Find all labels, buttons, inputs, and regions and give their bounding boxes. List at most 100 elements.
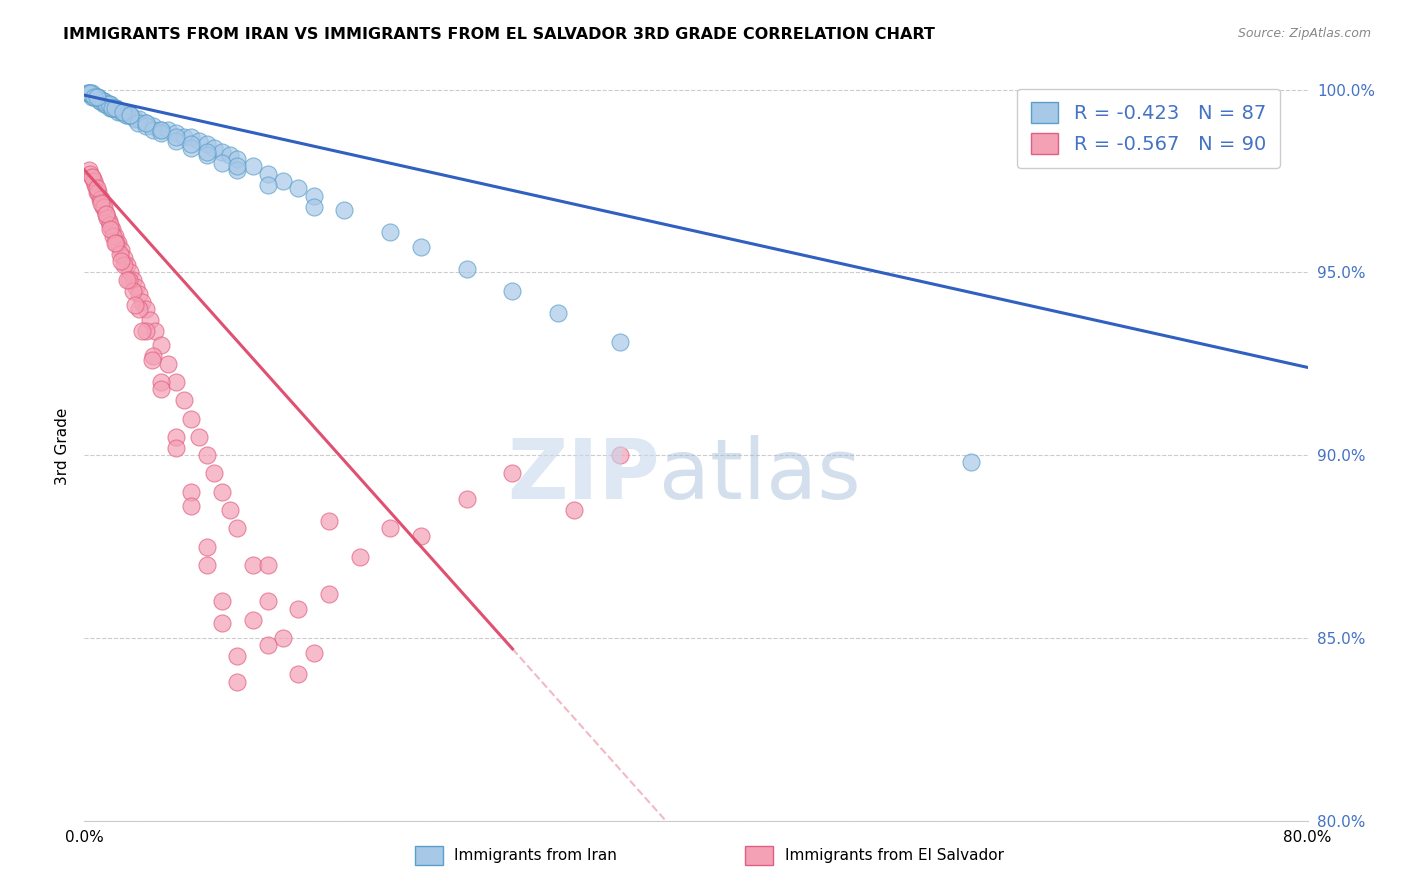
Point bbox=[122, 284, 145, 298]
Point bbox=[333, 203, 356, 218]
Point bbox=[257, 167, 280, 181]
Point bbox=[409, 240, 432, 254]
Point bbox=[257, 558, 280, 572]
Point bbox=[120, 108, 142, 122]
Point bbox=[105, 236, 128, 251]
Point bbox=[91, 94, 114, 108]
Point bbox=[173, 393, 195, 408]
Point bbox=[104, 236, 127, 251]
Point bbox=[135, 324, 157, 338]
Point bbox=[98, 218, 121, 232]
Point bbox=[120, 108, 142, 122]
Point bbox=[111, 104, 134, 119]
Point bbox=[211, 145, 233, 159]
Point bbox=[318, 587, 340, 601]
Point bbox=[157, 357, 180, 371]
Point bbox=[77, 87, 100, 101]
Point bbox=[107, 104, 129, 119]
Point bbox=[287, 181, 309, 195]
Point bbox=[149, 382, 172, 396]
Point bbox=[120, 108, 142, 122]
Point bbox=[609, 334, 631, 349]
Point bbox=[456, 491, 478, 506]
Point bbox=[202, 467, 225, 481]
Point bbox=[195, 137, 218, 152]
Point bbox=[135, 301, 157, 316]
Point bbox=[96, 97, 118, 112]
Point bbox=[165, 134, 187, 148]
Point bbox=[195, 148, 218, 162]
Point bbox=[118, 273, 141, 287]
Point bbox=[76, 87, 98, 101]
Point bbox=[502, 284, 524, 298]
Point bbox=[125, 280, 148, 294]
Point bbox=[124, 298, 146, 312]
Point bbox=[157, 123, 180, 137]
Point bbox=[257, 178, 280, 192]
Point bbox=[195, 145, 218, 159]
Point bbox=[83, 90, 105, 104]
Point bbox=[90, 196, 112, 211]
Point bbox=[128, 112, 150, 126]
Point bbox=[180, 137, 202, 152]
Point bbox=[218, 503, 240, 517]
Point bbox=[103, 228, 125, 243]
Point bbox=[98, 101, 121, 115]
Point bbox=[562, 503, 585, 517]
Point bbox=[226, 163, 249, 178]
Point bbox=[96, 97, 118, 112]
Point bbox=[108, 247, 131, 261]
Point bbox=[195, 540, 218, 554]
Point bbox=[104, 101, 127, 115]
Point bbox=[302, 646, 325, 660]
Point bbox=[195, 448, 218, 462]
Point bbox=[165, 127, 187, 141]
Point bbox=[80, 170, 103, 185]
Point bbox=[143, 324, 166, 338]
Point bbox=[609, 448, 631, 462]
Point bbox=[101, 101, 124, 115]
Point bbox=[97, 214, 120, 228]
Point bbox=[165, 375, 187, 389]
Point bbox=[101, 101, 124, 115]
Point bbox=[165, 441, 187, 455]
Point bbox=[110, 104, 132, 119]
Point bbox=[97, 97, 120, 112]
Point bbox=[202, 141, 225, 155]
Point bbox=[128, 287, 150, 301]
Point bbox=[128, 301, 150, 316]
Point bbox=[131, 294, 153, 309]
Point bbox=[89, 94, 111, 108]
Point bbox=[349, 550, 371, 565]
Point bbox=[111, 104, 134, 119]
Point bbox=[83, 90, 105, 104]
Point bbox=[318, 514, 340, 528]
Point bbox=[87, 185, 110, 199]
Point bbox=[242, 558, 264, 572]
Point bbox=[302, 188, 325, 202]
Point bbox=[80, 90, 103, 104]
Point bbox=[115, 273, 138, 287]
Point bbox=[165, 130, 187, 145]
Point bbox=[101, 221, 124, 235]
Point bbox=[110, 244, 132, 258]
Point bbox=[257, 594, 280, 608]
Point bbox=[96, 211, 118, 225]
Point bbox=[90, 94, 112, 108]
Point bbox=[142, 119, 165, 133]
Point bbox=[127, 115, 149, 129]
Point bbox=[302, 200, 325, 214]
Point bbox=[115, 108, 138, 122]
Point bbox=[180, 141, 202, 155]
Point bbox=[226, 521, 249, 535]
Point bbox=[79, 87, 101, 101]
Point bbox=[84, 90, 107, 104]
Point bbox=[188, 134, 211, 148]
Point bbox=[218, 148, 240, 162]
Text: IMMIGRANTS FROM IRAN VS IMMIGRANTS FROM EL SALVADOR 3RD GRADE CORRELATION CHART: IMMIGRANTS FROM IRAN VS IMMIGRANTS FROM … bbox=[63, 27, 935, 42]
Point bbox=[180, 500, 202, 514]
Point bbox=[211, 616, 233, 631]
Point bbox=[120, 265, 142, 279]
Point bbox=[149, 127, 172, 141]
Point bbox=[112, 258, 135, 272]
